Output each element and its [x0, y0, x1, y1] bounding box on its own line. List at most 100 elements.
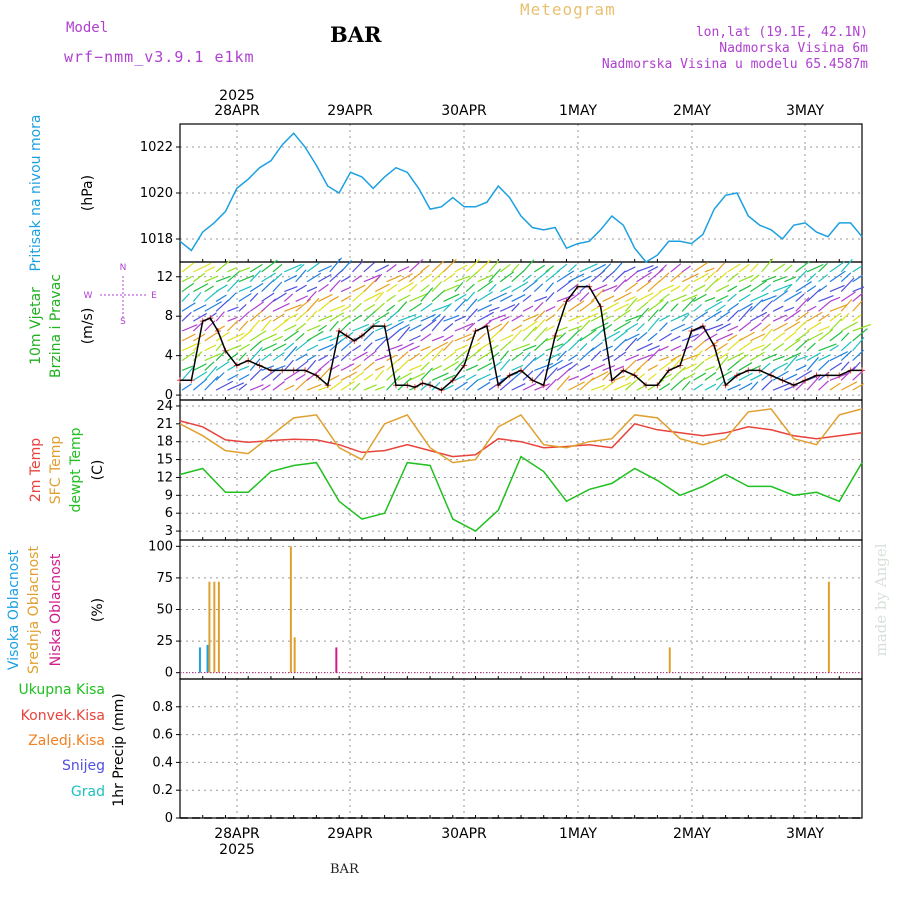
wind-arrow — [215, 361, 230, 371]
wind-arrow — [284, 274, 298, 283]
wind-arrow — [272, 272, 283, 283]
wind-arrow — [852, 361, 861, 371]
wind-arrow — [693, 272, 709, 283]
wind-arrow — [238, 373, 250, 381]
wind-arrow — [238, 383, 248, 391]
wind-arrow — [488, 260, 500, 273]
wind-arrow — [500, 334, 514, 342]
wind-arrow — [795, 269, 808, 283]
station-title: BAR — [330, 22, 382, 47]
wind-arrow — [306, 262, 320, 273]
wind-arrow — [613, 291, 632, 302]
wind-arrow — [761, 342, 772, 352]
wind-arrow — [534, 383, 550, 391]
wind-arrow — [204, 285, 214, 293]
meteogram-title: Meteogram — [520, 0, 616, 19]
wind-arrow — [386, 304, 396, 312]
wind-arrow — [750, 311, 768, 322]
wind-arrow — [249, 270, 262, 283]
wind-arrow — [715, 295, 729, 302]
bottom-date-label: 1MAY — [559, 826, 597, 842]
wind-arrow — [795, 311, 809, 322]
panel-cloud: 0 25 50 75 100 — [148, 539, 863, 681]
wind-arrow — [829, 351, 849, 362]
wind-arrow — [397, 351, 409, 362]
wind-arrow — [636, 373, 646, 381]
wind-arrow — [249, 384, 264, 391]
wind-arrow — [283, 342, 295, 352]
wind-arrow — [625, 296, 636, 302]
pressure-label: Pritisak na nivou mora — [28, 114, 44, 271]
wind-arrow — [261, 319, 272, 332]
wind-arrow — [454, 264, 468, 273]
wind-arrow — [227, 292, 237, 302]
wind-arrow — [238, 352, 247, 361]
wind-arrow — [318, 314, 333, 322]
wind-arrow — [249, 292, 259, 302]
wind-arrow — [750, 280, 768, 293]
wind-arrow — [340, 321, 351, 332]
wind-arrow — [215, 331, 230, 342]
wind-arrow — [545, 313, 556, 322]
wind-arrow — [284, 313, 299, 322]
wind-arrow — [602, 285, 618, 293]
wind-arrow — [795, 355, 808, 362]
y-tick-label: 0 — [165, 811, 173, 826]
wind-arrow — [556, 332, 567, 342]
wind-arrow — [613, 303, 629, 312]
wind-arrow — [806, 285, 817, 293]
wind-arrow — [590, 363, 606, 371]
wind-arrow — [227, 306, 239, 312]
wind-arrow — [227, 373, 239, 381]
wind-arrow — [806, 263, 824, 273]
wind-arrow — [738, 302, 753, 312]
wind-arrow — [670, 335, 681, 342]
wind-arrow — [181, 365, 194, 371]
wind-unit: (m/s) — [80, 308, 96, 345]
wind-arrow — [613, 338, 627, 352]
wind-arrow — [227, 316, 238, 322]
wind-arrow — [181, 365, 196, 381]
wind-arrow — [431, 372, 449, 381]
wind-arrow — [715, 284, 730, 293]
bottom-date-label: 30APR — [441, 826, 487, 842]
wind-arrow — [545, 334, 562, 342]
wind-arrow — [715, 323, 731, 332]
wind-arrow — [693, 383, 704, 391]
wind-arrow — [283, 359, 294, 371]
wind-arrow — [590, 284, 608, 293]
wind-arrow — [704, 297, 716, 302]
wind-arrow — [477, 291, 494, 302]
wind-arrow — [579, 263, 598, 273]
wind-arrow — [409, 324, 422, 332]
wind-arrow — [818, 343, 837, 352]
wind-arrow — [261, 292, 275, 302]
wind-arrow — [533, 269, 550, 283]
wind-arrow — [363, 274, 381, 283]
wind-arrow — [659, 356, 670, 362]
wind-arrow — [749, 263, 759, 273]
wind-arrow — [568, 337, 583, 352]
dewpt-label: dewpt Temp — [68, 427, 84, 512]
wind-arrow — [215, 299, 230, 312]
wind-arrow — [352, 260, 364, 273]
wind-arrow — [613, 262, 623, 273]
wind-arrow — [386, 320, 404, 332]
wind-arrow — [261, 315, 271, 322]
model-elevation-label: Nadmorska Visina u modelu 65.4587m — [601, 57, 868, 72]
wind-arrow — [261, 272, 276, 283]
wind-arrow — [238, 365, 250, 371]
wind-arrow — [784, 309, 801, 322]
wind-arrow — [318, 273, 332, 283]
wind-arrow — [181, 282, 195, 293]
wind-arrow — [784, 373, 798, 381]
wind-arrow — [658, 301, 669, 312]
wind-arrow — [272, 380, 285, 391]
wind-arrow — [704, 365, 715, 371]
y-tick-label: 1020 — [140, 186, 173, 201]
wind-arrow — [499, 294, 513, 302]
wind-arrow — [533, 310, 546, 322]
wind-arrow — [409, 335, 421, 342]
wind-arrow — [545, 359, 564, 371]
